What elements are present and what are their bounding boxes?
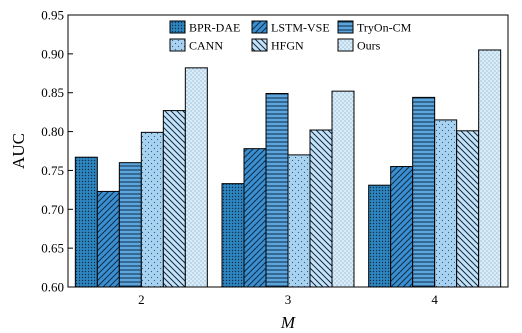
y-axis-ticks: 0.60 0.65 0.70 0.75 0.80 0.85 0.90 0.95: [41, 8, 73, 295]
legend: BPR-DAE LSTM-VSE TryOn-CM CANN HFGN Ours: [169, 20, 412, 53]
y-tick-label: 0.75: [41, 163, 64, 178]
bar-tryon-cm-m3: [265, 92, 289, 288]
x-tick-label: 4: [431, 292, 438, 307]
legend-label: TryOn-CM: [357, 21, 412, 35]
x-tick-label: 3: [285, 292, 292, 307]
y-tick-label: 0.85: [41, 85, 64, 100]
y-tick-label: 0.70: [41, 202, 64, 217]
bar-hfgn-m3: [309, 129, 333, 288]
legend-label: BPR-DAE: [189, 21, 240, 35]
y-axis-label: AUC: [9, 133, 28, 169]
y-tick-label: 0.95: [41, 8, 64, 23]
legend-label: HFGN: [271, 39, 304, 53]
x-axis-label: M: [280, 313, 296, 332]
bar-ours-m2: [184, 67, 208, 288]
legend-label: Ours: [357, 39, 381, 53]
legend-swatch: [337, 38, 354, 52]
bar-lstm-vse-m2: [96, 190, 120, 288]
bar-hfgn-m4: [456, 130, 480, 288]
bar-tryon-cm-m4: [412, 96, 436, 288]
x-axis-ticks: 2 3 4: [138, 282, 438, 307]
bar-tryon-cm-m2: [118, 162, 142, 288]
bars-group: [74, 49, 502, 288]
legend-swatch: [251, 38, 268, 52]
bar-lstm-vse-m3: [243, 148, 267, 288]
bar-lstm-vse-m4: [390, 166, 414, 288]
bar-bpr-dae-m2: [74, 156, 98, 288]
x-tick-label: 2: [138, 292, 145, 307]
legend-swatch: [337, 20, 354, 34]
bar-ours-m3: [331, 90, 355, 288]
bar-bpr-dae-m3: [221, 183, 245, 288]
legend-label: LSTM-VSE: [271, 21, 330, 35]
bar-hfgn-m2: [162, 110, 186, 288]
bar-cann-m3: [287, 154, 311, 288]
legend-swatch: [169, 38, 186, 52]
legend-swatch: [169, 20, 186, 34]
legend-swatch: [251, 20, 268, 34]
bar-bpr-dae-m4: [368, 184, 392, 288]
bar-cann-m4: [434, 119, 458, 288]
bar-cann-m2: [140, 131, 164, 288]
y-tick-label: 0.90: [41, 46, 64, 61]
y-tick-label: 0.65: [41, 241, 64, 256]
legend-label: CANN: [189, 39, 223, 53]
y-tick-label: 0.60: [41, 280, 64, 295]
y-tick-label: 0.80: [41, 124, 64, 139]
bar-ours-m4: [478, 49, 502, 288]
